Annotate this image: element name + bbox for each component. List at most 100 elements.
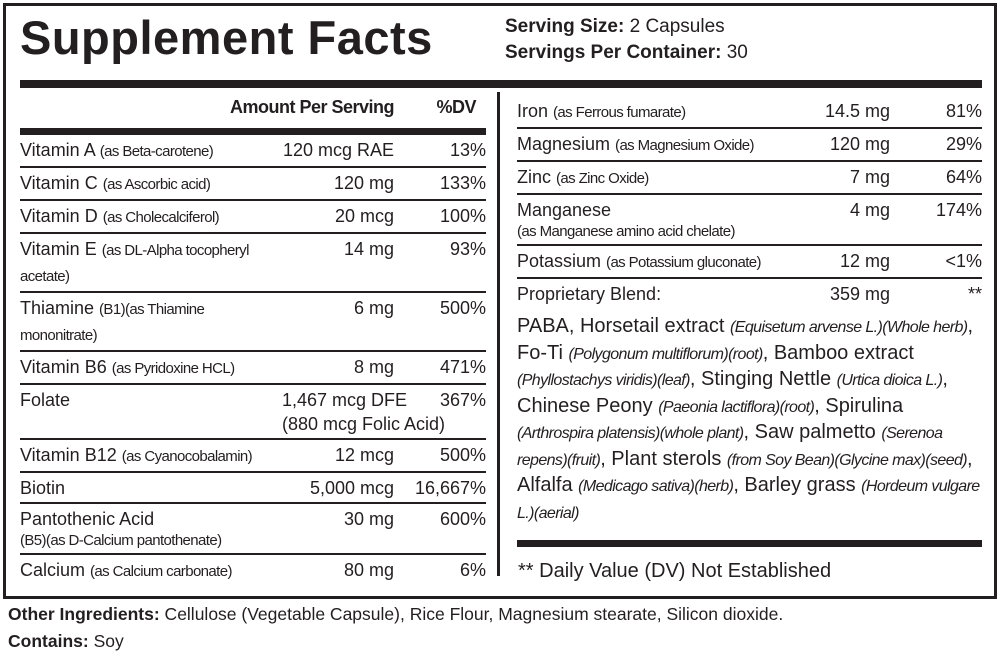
botanical-source: (Serenoa repens)(fruit) <box>517 425 943 469</box>
nutrient-row: Vitamin E (as DL-Alpha tocopheryl acetat… <box>20 234 486 293</box>
amount-cell: 120 mg <box>770 132 890 158</box>
nutrient-name-cell: Manganese (as Manganese amino acid chelat… <box>517 198 770 242</box>
blend-ingredient: , Saw palmetto <box>743 421 882 443</box>
nutrient-name-cell: Zinc (as Zinc Oxide) <box>517 165 770 191</box>
servings-per-container-label: Servings Per Container: <box>505 42 722 63</box>
amount-cell: 14 mg <box>282 237 394 289</box>
nutrient-source: (as Manganese amino acid chelate) <box>517 223 735 240</box>
daily-value: 93% <box>449 239 486 259</box>
amount: 6 mg <box>353 298 394 318</box>
nutrient-name: Thiamine <box>20 298 100 318</box>
amount: 80 mg <box>343 560 394 580</box>
nutrient-name-cell: Vitamin E (as DL-Alpha tocopheryl acetat… <box>20 237 282 289</box>
nutrient-row: Magnesium (as Magnesium Oxide) 120 mg 29% <box>517 129 982 162</box>
nutrient-name-cell: Pantothenic Acid (B5)(as D-Calcium pantot… <box>20 507 282 551</box>
daily-value: 16,667% <box>414 478 486 498</box>
nutrient-name-cell: Iron (as Ferrous fumarate) <box>517 99 770 125</box>
nutrient-row: Vitamin B12 (as Cyanocobalamin) 12 mcg 500… <box>20 440 486 473</box>
blend-ingredient: PABA, Horsetail extract <box>517 315 731 337</box>
nutrient-row: Biotin 5,000 mcg 16,667% <box>20 473 486 504</box>
daily-value: <1% <box>945 251 982 271</box>
blend-ingredient: , Plant sterols <box>600 447 727 470</box>
nutrient-source: (as Beta-carotene) <box>99 143 214 160</box>
nutrient-row: Zinc (as Zinc Oxide) 7 mg 64% <box>517 162 982 195</box>
serving-info: Serving Size: 2 Capsules Servings Per Co… <box>505 14 748 66</box>
nutrient-source: (as Cholecalciferol) <box>102 209 220 226</box>
column-header: Amount Per Serving %DV <box>20 90 486 128</box>
nutrient-name-cell: Vitamin B6 (as Pyridoxine HCL) <box>20 355 282 381</box>
nutrient-row: Proprietary Blend: 359 mg ** <box>517 279 982 308</box>
nutrient-source: (as Ascorbic acid) <box>102 176 211 193</box>
nutrient-name-cell: Vitamin B12 (as Cyanocobalamin) <box>20 443 282 469</box>
right-column: Iron (as Ferrous fumarate) 14.5 mg 81% Magn… <box>517 96 982 547</box>
nutrient-name-cell: Vitamin C (as Ascorbic acid) <box>20 171 282 197</box>
nutrient-source: (as Potassium gluconate) <box>606 254 761 271</box>
nutrient-name: Vitamin A <box>20 140 100 160</box>
nutrient-name: Proprietary Blend: <box>517 284 662 304</box>
amount: 120 mg <box>333 173 394 193</box>
nutrient-source: (as Zinc Oxide) <box>556 170 649 187</box>
column-divider <box>497 92 500 576</box>
nutrient-name: Vitamin E <box>20 239 102 259</box>
botanical-source: (from Soy Bean)(Glycine max)(seed) <box>726 451 968 469</box>
nutrient-name: Vitamin B12 <box>20 445 122 465</box>
amount: 4 mg <box>849 200 890 220</box>
nutrient-name: Iron <box>517 101 554 121</box>
nutrient-name: Vitamin C <box>20 173 103 193</box>
nutrient-name-cell: Folate <box>20 388 282 436</box>
nutrient-row: Manganese (as Manganese amino acid chelat… <box>517 195 982 246</box>
nutrient-name: Vitamin B6 <box>20 357 112 377</box>
serving-size-label: Serving Size: <box>505 16 625 37</box>
daily-value: 600% <box>439 509 486 529</box>
nutrient-source: (as Ferrous fumarate) <box>553 104 686 121</box>
daily-value: 500% <box>439 298 486 318</box>
serving-size: 2 Capsules <box>624 16 725 37</box>
amount: 14.5 mg <box>824 101 890 121</box>
daily-value: 100% <box>439 206 486 226</box>
amount: 12 mg <box>839 251 890 271</box>
servings-per-container: 30 <box>721 42 748 63</box>
botanical-source: (Arthrospira platensis)(whole plant) <box>517 425 744 442</box>
amount: 8 mg <box>353 357 394 377</box>
contains-label: Contains: <box>8 631 89 651</box>
blend-ingredient: , Barley grass <box>733 474 862 496</box>
botanical-source: (Urtica dioica L.) <box>836 372 943 389</box>
amount-cell: 14.5 mg <box>770 99 890 125</box>
amount: 20 mcg <box>334 206 394 226</box>
amount-cell: 359 mg <box>770 282 890 306</box>
botanical-source: (Phyllostachys viridis)(leaf) <box>517 372 690 389</box>
amount: 120 mg <box>829 134 890 154</box>
nutrient-source: (as DL-Alpha tocopheryl acetate) <box>20 242 249 285</box>
nutrient-name: Zinc <box>517 167 557 187</box>
other-ingredients-label: Other Ingredients: <box>8 604 160 624</box>
nutrient-row: Thiamine (B1)(as Thiamine mononitrate) 6 … <box>20 293 486 352</box>
nutrient-name: Manganese <box>517 200 612 220</box>
amount-cell: 7 mg <box>770 165 890 191</box>
amount-header: Amount Per Serving <box>229 97 395 117</box>
nutrient-name-cell: Magnesium (as Magnesium Oxide) <box>517 132 770 158</box>
amount-cell: 4 mg <box>770 198 890 242</box>
daily-value: 6% <box>459 560 486 580</box>
amount-cell: 5,000 mcg <box>282 476 394 500</box>
nutrient-name: Magnesium <box>517 134 616 154</box>
header-divider <box>20 128 486 135</box>
nutrient-row: Vitamin A (as Beta-carotene) 120 mcg RAE 1… <box>20 135 486 168</box>
amount-cell: 8 mg <box>282 355 394 381</box>
amount-note: (880 mcg Folic Acid) <box>282 414 446 434</box>
daily-value: 13% <box>449 140 486 160</box>
nutrient-name: Folate <box>20 390 71 410</box>
amount-cell: 80 mg <box>282 558 394 584</box>
nutrient-name: Calcium <box>20 560 91 580</box>
nutrient-row: Vitamin D (as Cholecalciferol) 20 mcg 100% <box>20 201 486 234</box>
nutrient-row: Vitamin C (as Ascorbic acid) 120 mg 133% <box>20 168 486 201</box>
supplement-facts-panel <box>3 3 997 599</box>
blend-ingredient: , Alfalfa <box>517 447 973 497</box>
nutrient-name: Vitamin D <box>20 206 103 226</box>
nutrient-source: (as Cyanocobalamin) <box>121 448 253 465</box>
nutrient-name: Biotin <box>20 478 66 498</box>
nutrient-name-cell: Vitamin A (as Beta-carotene) <box>20 138 282 164</box>
other-ingredients-text: Cellulose (Vegetable Capsule), Rice Flou… <box>159 604 784 624</box>
nutrient-source: (as Calcium carbonate) <box>90 563 232 580</box>
amount-cell: 6 mg <box>282 296 394 348</box>
daily-value: 81% <box>945 101 982 121</box>
